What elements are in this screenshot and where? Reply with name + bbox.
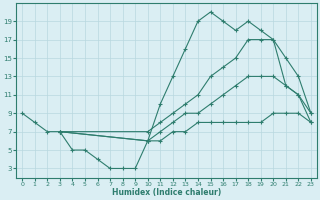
X-axis label: Humidex (Indice chaleur): Humidex (Indice chaleur) <box>112 188 221 197</box>
